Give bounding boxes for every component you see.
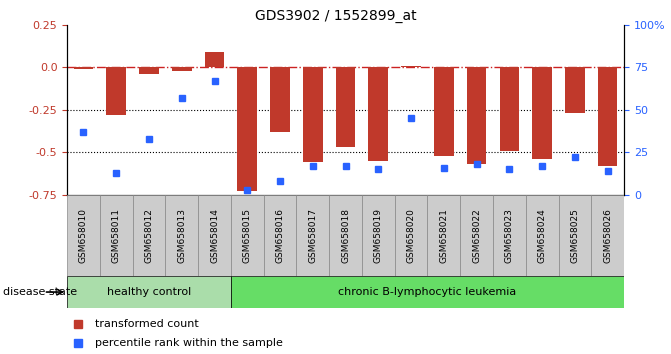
Bar — [139, 67, 159, 74]
Bar — [133, 195, 165, 276]
Bar — [74, 67, 93, 69]
Bar — [67, 195, 100, 276]
Bar — [362, 195, 395, 276]
Text: GSM658019: GSM658019 — [374, 208, 383, 263]
Text: GSM658011: GSM658011 — [112, 208, 121, 263]
Bar — [565, 67, 584, 113]
Bar — [427, 195, 460, 276]
Text: GDS3902 / 1552899_at: GDS3902 / 1552899_at — [255, 9, 416, 23]
Bar — [264, 195, 297, 276]
Text: GSM658010: GSM658010 — [79, 208, 88, 263]
Text: GSM658018: GSM658018 — [341, 208, 350, 263]
Bar — [499, 67, 519, 150]
Bar — [526, 195, 558, 276]
Bar — [107, 67, 126, 115]
Text: percentile rank within the sample: percentile rank within the sample — [95, 338, 282, 348]
Text: GSM658025: GSM658025 — [570, 208, 579, 263]
Text: GSM658017: GSM658017 — [308, 208, 317, 263]
Bar — [467, 67, 486, 164]
Bar — [231, 195, 264, 276]
Text: GSM658014: GSM658014 — [210, 208, 219, 263]
Text: GSM658015: GSM658015 — [243, 208, 252, 263]
Text: healthy control: healthy control — [107, 287, 191, 297]
Bar — [303, 67, 323, 162]
Bar — [297, 195, 329, 276]
Bar — [165, 195, 198, 276]
Bar — [493, 195, 526, 276]
Bar — [198, 195, 231, 276]
Text: GSM658023: GSM658023 — [505, 208, 514, 263]
Bar — [336, 67, 356, 147]
Text: GSM658016: GSM658016 — [276, 208, 285, 263]
Text: GSM658013: GSM658013 — [177, 208, 187, 263]
Bar — [329, 195, 362, 276]
Text: disease state: disease state — [3, 287, 77, 297]
Bar — [172, 67, 192, 71]
Text: GSM658020: GSM658020 — [407, 208, 415, 263]
Bar — [532, 67, 552, 159]
Bar — [434, 67, 454, 156]
Text: GSM658021: GSM658021 — [440, 208, 448, 263]
Bar — [100, 195, 133, 276]
Bar — [598, 67, 617, 166]
Bar — [205, 52, 224, 67]
Text: GSM658024: GSM658024 — [537, 208, 547, 263]
Bar — [460, 195, 493, 276]
Bar — [238, 67, 257, 191]
Text: GSM658022: GSM658022 — [472, 208, 481, 263]
Bar — [558, 195, 591, 276]
Bar — [395, 195, 427, 276]
Bar — [401, 65, 421, 67]
Text: GSM658012: GSM658012 — [144, 208, 154, 263]
Text: GSM658026: GSM658026 — [603, 208, 612, 263]
Text: chronic B-lymphocytic leukemia: chronic B-lymphocytic leukemia — [338, 287, 517, 297]
Bar — [368, 67, 388, 161]
Text: transformed count: transformed count — [95, 319, 199, 329]
Bar — [231, 276, 624, 308]
Bar — [67, 276, 231, 308]
Bar — [270, 67, 290, 132]
Bar — [591, 195, 624, 276]
